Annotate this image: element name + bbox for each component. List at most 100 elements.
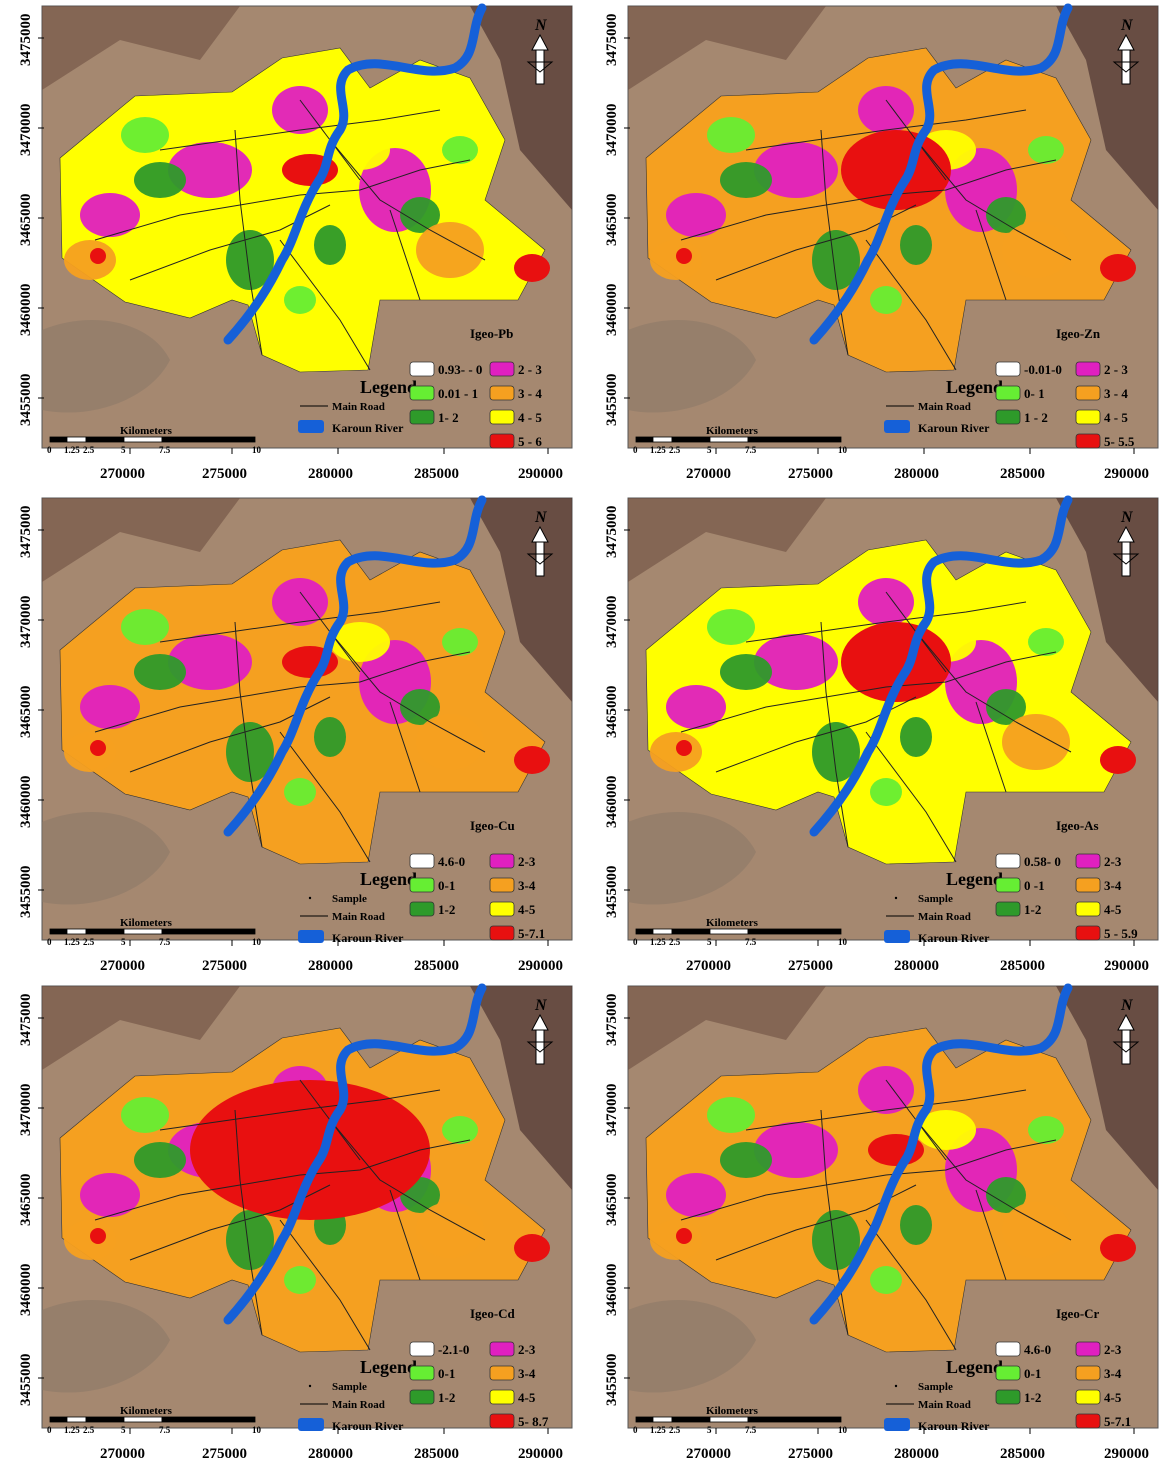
y-tick-label: 3475000 — [18, 994, 34, 1047]
legend-swatch-class6 — [489, 433, 515, 449]
sample-point-icon — [308, 896, 312, 900]
legend-swatch-class0 — [995, 361, 1021, 377]
north-arrow-icon: N — [1112, 17, 1140, 85]
terrain-shade — [628, 1300, 756, 1393]
igeo-zone-class2 — [900, 717, 932, 757]
main-road-line — [329, 139, 486, 261]
scale-bar-tick: 0 — [47, 1425, 52, 1435]
legend-class-label: 0.01 - 1 — [438, 386, 478, 401]
north-arrow-shaft — [535, 541, 545, 577]
north-arrow-ornament — [526, 553, 554, 565]
y-tick-label: 3455000 — [18, 866, 34, 919]
x-tick-label: 290000 — [1104, 466, 1149, 482]
river-icon — [884, 420, 910, 433]
map-svg-cu: 3475000 3470000 3465000 3460000 3455000 27000… — [18, 495, 573, 974]
legend-title: Legend — [946, 377, 1003, 397]
igeo-zone-class2 — [314, 225, 346, 265]
igeo-zone-class4 — [64, 1220, 116, 1260]
igeo-zone-class2 — [314, 717, 346, 757]
y-tick-label: 3460000 — [604, 284, 620, 337]
igeo-zone-class2 — [720, 654, 772, 690]
legend-swatch-class2 — [995, 1389, 1021, 1405]
legend-class-label: 3-4 — [518, 1366, 536, 1381]
igeo-zone-class2 — [812, 230, 860, 290]
y-tick-label: 3460000 — [18, 284, 34, 337]
x-tick-label: 275000 — [788, 958, 833, 974]
igeo-zone-class1 — [707, 1097, 755, 1133]
igeo-zone-class6 — [1100, 746, 1136, 774]
legend-swatch-class0 — [409, 853, 435, 869]
scale-bar-segment — [49, 928, 68, 935]
main-road-line — [975, 701, 1007, 793]
igeo-zone-class6 — [190, 1080, 430, 1220]
igeo-zone-class4 — [416, 714, 484, 770]
terrain-shade — [628, 812, 756, 905]
y-tick-label: 3455000 — [604, 866, 620, 919]
igeo-zone-class4 — [416, 1202, 484, 1258]
scale-bar-segment — [123, 928, 163, 935]
scale-bar-segment — [635, 1416, 654, 1423]
scale-bar: Kilometers 0 1.25 2.5 5 7.5 10 — [47, 917, 262, 947]
legend-swatch-class6 — [1075, 1413, 1101, 1429]
scale-bar-tick: 2.5 — [83, 445, 95, 455]
scale-bar-segment — [161, 928, 256, 935]
igeo-zone-class4 — [64, 732, 116, 772]
igeo-zone-class6 — [1100, 1234, 1136, 1262]
igeo-zone-class1 — [870, 1266, 902, 1294]
legend-class-label: 0-1 — [438, 1366, 455, 1381]
legend-river-label: Karoun River — [918, 1419, 990, 1433]
y-tick-label: 3470000 — [604, 104, 620, 157]
main-road-line — [329, 631, 486, 753]
legend-swatch-class6 — [489, 925, 515, 941]
legend-swatch-class5 — [489, 1389, 515, 1405]
legend-class-label: 3-4 — [1104, 878, 1122, 893]
igeo-zone-class3 — [272, 578, 328, 626]
y-tick-label: 3465000 — [18, 1174, 34, 1227]
legend-class-label: 1-2 — [1024, 1390, 1041, 1405]
river-icon — [298, 930, 324, 943]
y-tick-label: 3460000 — [604, 1264, 620, 1317]
legend-swatch-class4 — [489, 1365, 515, 1381]
scale-bar-tick: 5 — [121, 1425, 126, 1435]
y-tick-label: 3470000 — [18, 104, 34, 157]
x-tick-label: 270000 — [100, 466, 145, 482]
legend-class-label: 2-3 — [518, 1342, 536, 1357]
y-tick-label: 3475000 — [604, 994, 620, 1047]
main-road-line — [159, 109, 441, 151]
igeo-zone-class2 — [226, 1210, 274, 1270]
main-road-line — [915, 139, 1072, 261]
terrain-shade — [470, 498, 572, 702]
legend-class-label: 5- 5.5 — [1104, 434, 1135, 449]
y-tick-label: 3470000 — [18, 596, 34, 649]
legend: Legend Igeo-Cu Sample Main Road Karoun River… — [298, 818, 545, 945]
legend: Legend Igeo-As Sample Main Road Karoun River… — [884, 818, 1138, 945]
river-icon — [884, 1418, 910, 1431]
scale-bar-tick: 10 — [838, 937, 848, 947]
scale-bar-tick: 0 — [47, 445, 52, 455]
legend-river-label: Karoun River — [918, 421, 990, 435]
scale-bar-tick: 1.25 — [64, 1425, 80, 1435]
legend-class-label: 0.58- 0 — [1024, 854, 1061, 869]
scale-bar-title: Kilometers — [706, 425, 759, 437]
scale-bar-segment — [671, 1416, 711, 1423]
legend-variable-title: Igeo-Cr — [1056, 1306, 1100, 1321]
terrain-shade — [1056, 986, 1158, 1190]
main-road-line — [820, 1109, 849, 1336]
scale-bar-segment — [49, 1416, 68, 1423]
terrain-shade — [42, 1300, 170, 1393]
igeo-zone-class3 — [858, 578, 914, 626]
x-tick-label: 290000 — [518, 466, 563, 482]
scale-bar-tick: 10 — [252, 1425, 262, 1435]
north-label: N — [1120, 509, 1134, 526]
igeo-zone-class2 — [400, 197, 440, 233]
legend-sample-label: Sample — [332, 1381, 367, 1393]
scale-bar-segment — [85, 1416, 125, 1423]
map-svg-cr: 3475000 3470000 3465000 3460000 3455000 27000… — [604, 983, 1159, 1462]
legend-swatch-class3 — [1075, 361, 1101, 377]
igeo-zone-class2 — [226, 230, 274, 290]
scale-bar-segment — [747, 436, 842, 443]
terrain-shade — [628, 320, 756, 413]
igeo-zone-class6 — [676, 1228, 692, 1244]
legend-class-label: -2.1-0 — [438, 1342, 469, 1357]
north-label: N — [1120, 17, 1134, 34]
